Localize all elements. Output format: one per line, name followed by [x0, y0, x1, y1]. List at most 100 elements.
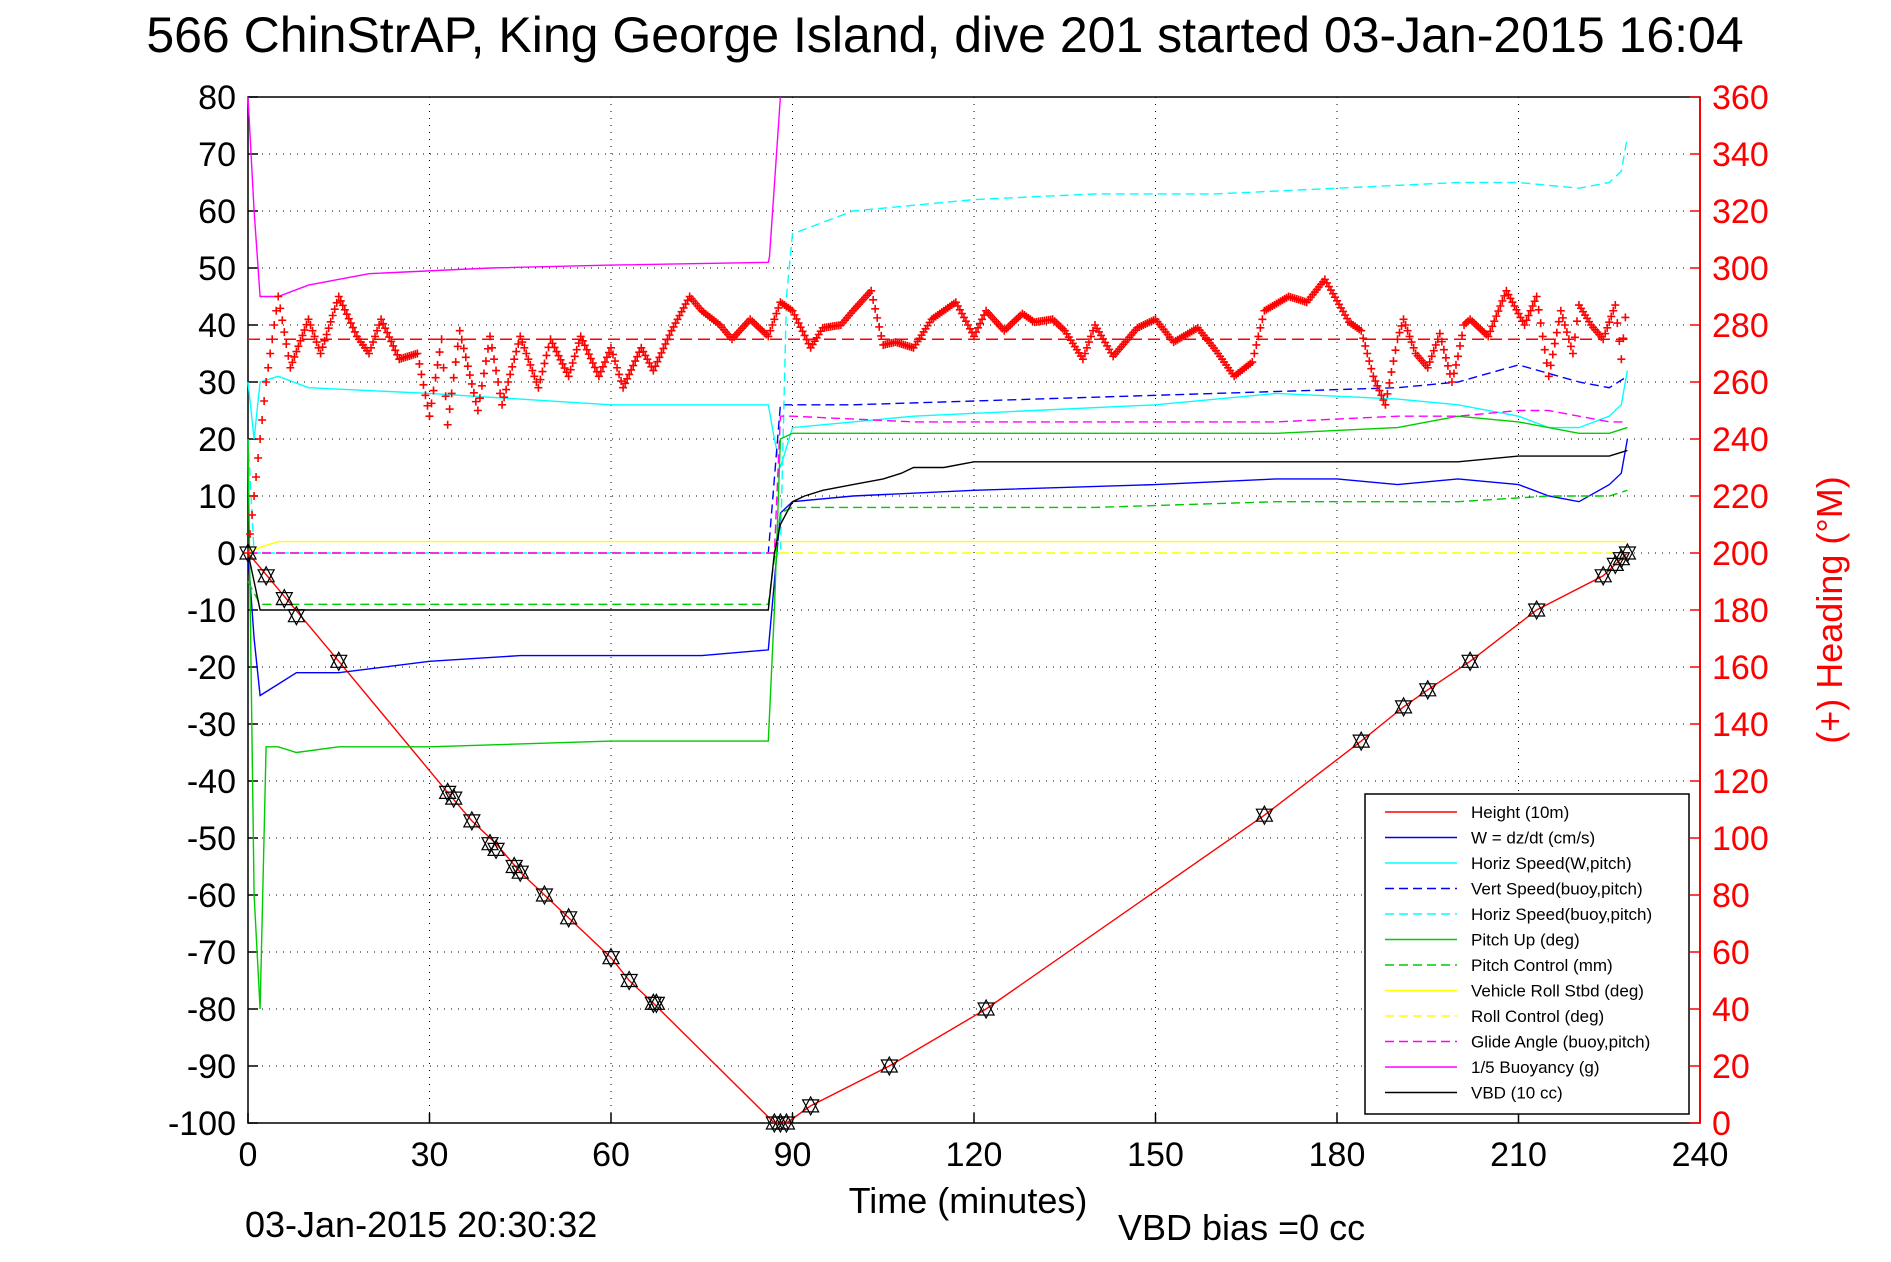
heading-marker [1532, 292, 1541, 301]
waypoint-marker-up [647, 993, 666, 1010]
heading-marker [1084, 338, 1093, 347]
heading-marker [1526, 306, 1535, 315]
y-right-tick-label: 340 [1712, 136, 1769, 174]
waypoint-marker-down [1618, 546, 1637, 564]
heading-marker [1401, 321, 1410, 329]
waypoint-marker-down [257, 569, 276, 587]
heading-marker [280, 328, 289, 337]
heading-marker [1359, 334, 1368, 343]
waypoint-marker-up [1594, 565, 1613, 583]
heading-marker [598, 362, 607, 371]
heading-marker [607, 343, 615, 352]
heading-marker [1250, 349, 1259, 358]
waypoint-marker-down [287, 609, 306, 626]
heading-marker [596, 367, 605, 376]
heading-marker [1078, 355, 1087, 364]
heading-marker [1256, 323, 1265, 332]
heading-marker [1080, 349, 1089, 358]
heading-marker [661, 340, 670, 348]
series-line [247, 438, 1629, 697]
heading-marker [449, 373, 458, 382]
heading-marker [494, 378, 503, 386]
waypoint-marker-down [620, 973, 639, 991]
heading-marker [473, 406, 482, 415]
heading-marker [512, 347, 521, 356]
heading-marker [621, 379, 630, 388]
heading-marker [1409, 343, 1418, 352]
heading-marker [1603, 323, 1612, 332]
heading-marker [1258, 315, 1267, 324]
heading-marker [322, 330, 331, 339]
heading-marker [568, 359, 577, 367]
x-tick-label: 180 [1309, 1136, 1366, 1174]
heading-marker [481, 357, 490, 366]
heading-marker [377, 315, 386, 324]
heading-marker [790, 310, 799, 319]
heading-marker [1431, 340, 1440, 349]
y-right-tick-label: 200 [1712, 535, 1769, 573]
heading-marker [1423, 363, 1432, 372]
heading-marker [439, 363, 448, 372]
heading-marker [792, 314, 801, 323]
heading-marker [483, 344, 492, 353]
heading-markers [244, 275, 1630, 557]
heading-marker [1530, 297, 1539, 306]
heading-marker [1458, 331, 1467, 340]
heading-marker [1609, 306, 1618, 315]
heading-marker [1538, 332, 1547, 341]
y-right-tick-label: 100 [1712, 820, 1769, 858]
heading-marker [578, 336, 587, 345]
heading-marker [604, 348, 613, 357]
heading-marker [574, 339, 583, 348]
y-tick-label: 30 [198, 364, 236, 402]
heading-marker [657, 348, 666, 357]
legend-label: Roll Control (deg) [1471, 1007, 1604, 1026]
waypoint-marker-up [1418, 679, 1437, 697]
heading-marker [256, 435, 265, 443]
waypoint-marker-up [620, 970, 639, 988]
heading-marker [437, 335, 446, 344]
heading-marker [373, 326, 382, 335]
heading-marker [1367, 364, 1376, 373]
heading-marker [1395, 328, 1404, 337]
heading-marker [653, 357, 662, 366]
legend-label: 1/5 Buoyancy (g) [1471, 1058, 1600, 1077]
heading-marker [1248, 358, 1257, 367]
heading-marker [1086, 332, 1095, 341]
heading-marker [651, 362, 660, 371]
heading-marker [1492, 312, 1501, 321]
waypoint-marker-up [511, 861, 530, 879]
waypoint-marker-down [777, 1116, 796, 1134]
heading-marker [502, 385, 511, 394]
waypoint-marker-up [287, 605, 306, 623]
legend-label: VBD (10 cc) [1471, 1084, 1563, 1103]
heading-marker [600, 358, 609, 367]
legend-label: Horiz Speed(buoy,pitch) [1471, 905, 1652, 924]
heading-marker [534, 383, 543, 392]
heading-marker [1522, 316, 1531, 325]
y-tick-label: 60 [198, 193, 236, 231]
heading-marker [1621, 313, 1630, 322]
waypoint-marker-up [1618, 542, 1637, 560]
waypoint-marker-up [559, 907, 578, 925]
heading-marker [1564, 335, 1573, 344]
heading-marker [268, 335, 277, 344]
waypoint-marker-up [487, 839, 506, 856]
heading-marker [336, 296, 345, 305]
waypoint-marker-down [239, 546, 257, 564]
heading-marker [1379, 396, 1388, 405]
heading-marker [429, 386, 438, 395]
heading-marker [869, 295, 878, 304]
heading-marker [346, 319, 355, 328]
heading-marker [477, 381, 486, 390]
heading-marker [546, 335, 555, 344]
heading-marker [488, 343, 497, 352]
legend-label: Vert Speed(buoy,pitch) [1471, 880, 1643, 899]
waypoint-marker-up [505, 856, 524, 874]
heading-marker [300, 326, 309, 335]
x-tick-label: 60 [592, 1136, 630, 1174]
heading-marker [451, 358, 460, 367]
heading-marker [1437, 337, 1446, 346]
heading-marker [1605, 318, 1614, 327]
heading-marker [580, 341, 589, 350]
